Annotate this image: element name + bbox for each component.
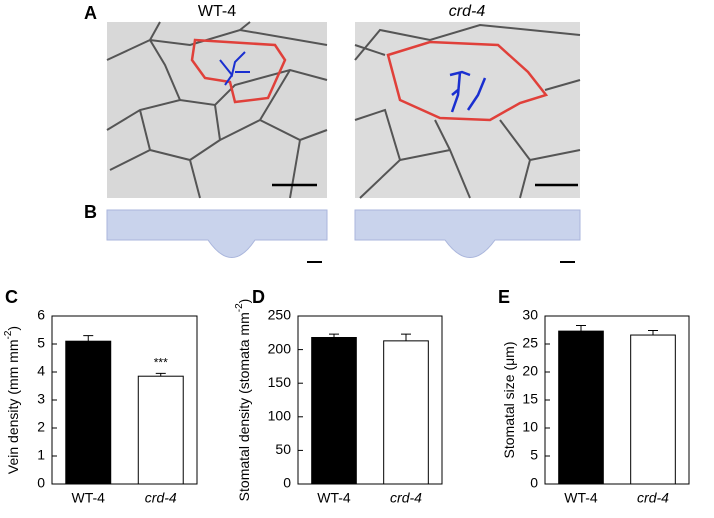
plot-frame <box>297 315 443 485</box>
x-tick-label: WT-4 <box>564 490 598 506</box>
y-axis-label: Vein density (mm mm-2) <box>3 326 21 474</box>
bar <box>137 375 184 485</box>
section-image <box>106 209 581 263</box>
y-tick-label: 2 <box>37 419 45 435</box>
x-tick-label: WT-4 <box>72 490 106 506</box>
bar <box>311 337 357 485</box>
panel-letter: A <box>84 3 97 23</box>
panel-letter: D <box>252 287 265 307</box>
annotation: *** <box>154 356 168 370</box>
y-tick-label: 6 <box>37 307 45 323</box>
y-tick-label: 0 <box>37 475 45 491</box>
y-tick-label: 200 <box>268 340 292 356</box>
y-tick-label: 250 <box>268 307 292 323</box>
bar <box>558 330 604 485</box>
y-tick-label: 100 <box>268 408 292 424</box>
image-title: WT-4 <box>198 3 236 20</box>
y-axis-label-part: Stomatal density (stomata mm <box>236 312 252 501</box>
y-tick-label: 15 <box>522 391 538 407</box>
y-axis-label-part: -2 <box>234 303 245 312</box>
y-axis-label: Stomatal density (stomata mm-2) <box>234 299 252 502</box>
y-tick-label: 0 <box>283 475 291 491</box>
panel-letter: C <box>5 287 18 307</box>
x-tick-label: crd-4 <box>145 490 177 506</box>
y-tick-label: 10 <box>522 419 538 435</box>
panel-letter: E <box>498 287 510 307</box>
error-bar <box>155 372 166 377</box>
y-tick-label: 25 <box>522 335 538 351</box>
y-tick-label: 5 <box>37 335 45 351</box>
y-tick-label: 150 <box>268 374 292 390</box>
y-axis-label-part: -2 <box>3 330 14 339</box>
y-tick-label: 20 <box>522 363 538 379</box>
bar <box>630 334 676 485</box>
y-axis-label-part: Stomatal size (μm) <box>501 342 517 459</box>
micrograph <box>354 22 581 199</box>
image-title: crd-4 <box>449 3 486 20</box>
x-tick-label: WT-4 <box>317 490 351 506</box>
y-tick-label: 5 <box>530 447 538 463</box>
error-bar <box>576 325 586 332</box>
y-tick-label: 0 <box>530 475 538 491</box>
y-axis-label-part: ) <box>5 326 21 331</box>
panel-letter: B <box>84 202 97 222</box>
error-bar <box>648 330 658 336</box>
y-tick-label: 50 <box>275 441 291 457</box>
error-bar <box>83 335 94 342</box>
y-axis-label-part: Vein density (mm mm <box>5 339 21 474</box>
x-tick-label: crd-4 <box>390 490 422 506</box>
y-axis-label: Stomatal size (μm) <box>501 342 517 459</box>
x-tick-label: crd-4 <box>637 490 669 506</box>
bar <box>383 340 429 485</box>
y-tick-label: 30 <box>522 307 538 323</box>
bar <box>65 340 112 485</box>
micrograph <box>106 21 328 199</box>
y-tick-label: 4 <box>37 363 45 379</box>
y-tick-label: 1 <box>37 447 45 463</box>
y-tick-label: 3 <box>37 391 45 407</box>
error-bar <box>401 333 411 341</box>
error-bar <box>329 333 339 338</box>
y-axis-label-part: ) <box>236 299 252 304</box>
